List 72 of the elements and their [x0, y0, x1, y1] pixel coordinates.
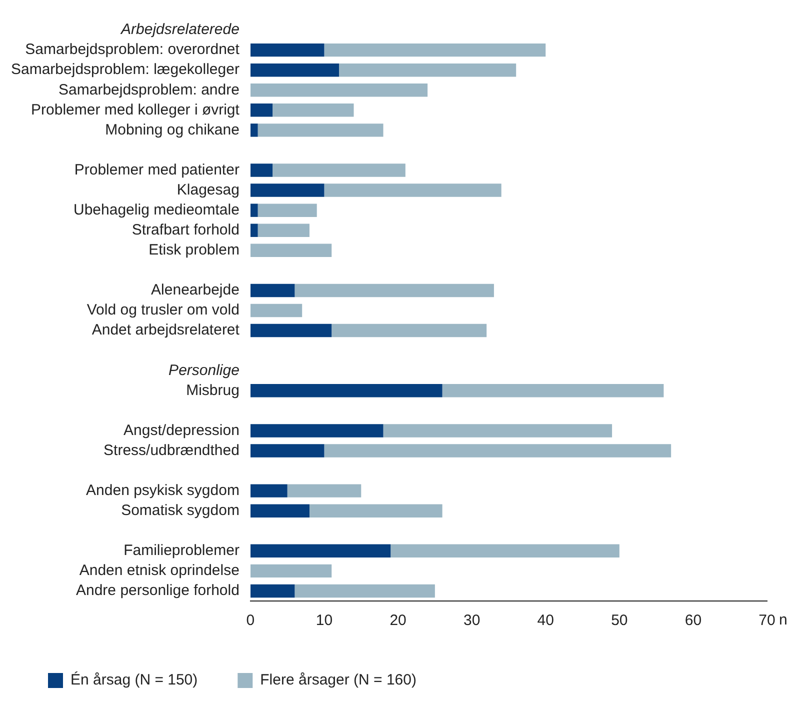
y-tick-label: Andet arbejdsrelateret — [92, 322, 240, 339]
y-tick-label: Vold og trusler om vold — [86, 302, 240, 319]
bar — [250, 284, 295, 298]
bar — [250, 564, 332, 578]
bar — [272, 104, 354, 117]
y-tick-label: Samarbejdsproblem: lægekolleger — [10, 61, 240, 78]
legend-label: Én årsag (N = 150) — [70, 670, 198, 689]
bar — [390, 544, 620, 558]
y-tick-label: Klagesag — [176, 181, 240, 198]
y-tick-label: Personlige — [168, 362, 240, 379]
bar — [294, 584, 435, 598]
y-tick-label: Strafbart forhold — [132, 222, 240, 239]
bar — [294, 284, 494, 298]
x-tick-label: 40 — [537, 612, 554, 630]
y-tick-label: Anden etnisk oprindelse — [79, 562, 240, 580]
y-tick-label: Samarbejdsproblem: andre — [58, 81, 240, 98]
legend-label: Flere årsager (N = 160) — [260, 672, 416, 689]
bar — [250, 444, 324, 458]
y-tick-label: Somatisk sygdom — [121, 502, 240, 519]
bar — [250, 584, 295, 598]
y-tick-label: Arbejdsrelaterede — [120, 21, 240, 38]
bar — [258, 124, 384, 137]
bar — [250, 184, 324, 197]
bar — [250, 324, 332, 338]
x-tick-label: 0 — [246, 612, 255, 630]
bar — [272, 164, 406, 177]
bar — [250, 504, 310, 518]
bar — [332, 324, 487, 338]
bar — [250, 484, 288, 498]
bar — [250, 164, 273, 177]
bar — [287, 484, 362, 498]
bar — [250, 43, 324, 57]
x-tick-label: 60 — [684, 612, 702, 630]
y-tick-label: Problemer med patienter — [74, 161, 240, 178]
y-tick-label: Ubehagelig medieomtale — [74, 201, 240, 218]
bar — [324, 184, 502, 197]
bar — [250, 84, 428, 97]
bar — [383, 424, 612, 438]
bar — [250, 244, 332, 258]
bar — [250, 204, 258, 217]
y-tick-label: Andre personlige forhold — [76, 582, 240, 600]
x-tick-label: 20 — [390, 612, 406, 630]
y-tick-label: Alenearbejde — [151, 282, 240, 299]
x-axis-title: n — [779, 612, 788, 629]
bar — [250, 63, 339, 77]
x-tick-label: 30 — [463, 612, 480, 630]
y-tick-label: Angst/depression — [124, 422, 240, 439]
y-tick-label: Anden psykisk sygdom — [86, 482, 240, 499]
y-tick-label: Etisk problem — [148, 242, 240, 259]
x-tick-label: 70 — [758, 612, 776, 630]
bar — [339, 63, 516, 77]
x-tick-label: 50 — [611, 612, 628, 630]
bar — [442, 384, 664, 398]
y-tick-label: Samarbejdsproblem: overordnet — [25, 41, 240, 58]
x-tick-label: 10 — [316, 612, 333, 630]
y-tick-label: Stress/udbrændthed — [104, 442, 240, 459]
bar — [250, 304, 302, 318]
bar — [250, 424, 384, 438]
bar — [250, 104, 273, 117]
bar — [250, 544, 391, 558]
bar — [258, 204, 317, 217]
bar — [250, 384, 442, 398]
y-tick-label: Familieproblemer — [124, 542, 240, 560]
bar — [258, 224, 310, 237]
bar — [309, 504, 442, 518]
y-tick-label: Mobning og chikane — [105, 121, 240, 138]
bar — [324, 43, 546, 57]
y-tick-label: Misbrug — [186, 382, 240, 399]
y-tick-label: Problemer med kolleger i øvrigt — [31, 101, 240, 118]
bar — [324, 444, 672, 458]
bar — [250, 224, 258, 237]
bar — [250, 124, 258, 137]
